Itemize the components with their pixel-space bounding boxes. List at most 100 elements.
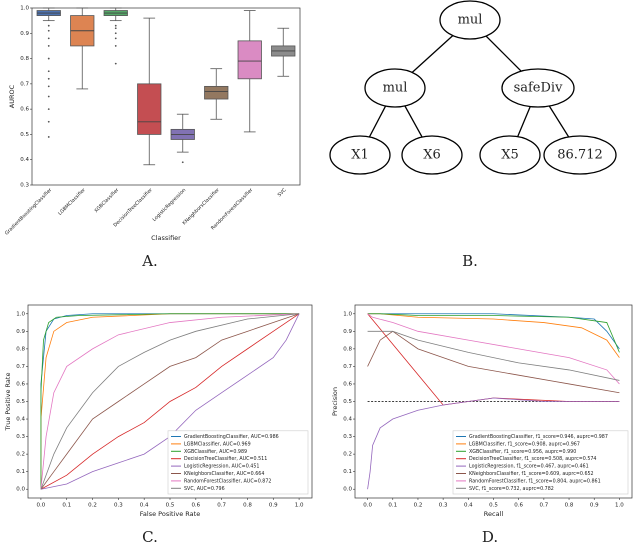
outlier [114,24,117,27]
x-tick-label: 0.5 [166,503,175,509]
x-tick-label: DecisionTreeClassifier [112,187,153,228]
y-tick-label: 0.1 [16,469,25,475]
x-tick-label: 0.5 [489,503,498,509]
tree-node [329,135,391,175]
tree-node-label: 86.712 [557,148,603,163]
legend-label: RandomForestClassifier, f1_score=0.804, … [469,478,601,484]
x-tick-label: 0.8 [243,503,252,509]
y-axis-label: AUROC [8,84,16,108]
x-tick-label: XGBClassifier [93,187,120,214]
x-tick-label: 0.6 [191,503,200,509]
x-tick-label: 0.4 [140,503,149,509]
y-tick-label: 0.5 [16,399,25,405]
x-tick-label: 0.2 [88,503,97,509]
y-tick-label: 0.4 [343,417,352,423]
x-tick-label: SVC [277,187,289,199]
outlier [47,108,50,111]
x-axis-label: Classifier [151,234,181,242]
box [137,83,162,135]
curve [367,313,620,353]
legend-label: SVC, f1_score=0.732, auprc=0.782 [469,486,554,492]
x-axis-label: False Positive Rate [140,510,200,518]
y-tick-label: 1.0 [20,6,29,12]
y-tick-label: 0.5 [20,132,29,138]
x-tick-label: 0.9 [590,503,599,509]
legend-label: LogisticRegression, AUC=0.451 [184,464,259,470]
x-tick-label: 1.0 [295,503,304,509]
curve [40,313,300,490]
outlier [114,37,117,40]
tree-node [501,68,575,108]
curve [40,313,300,490]
x-tick-label: 0.2 [414,503,423,509]
curve [367,330,620,394]
y-tick-label: 0.6 [343,381,352,387]
outlier [47,120,50,123]
panel-label: D. [482,528,498,546]
y-tick-label: 0.3 [16,434,25,440]
y-tick-label: 0.3 [343,434,352,440]
legend-label: KNeighborsClassifier, AUC=0.664 [184,471,264,477]
panel-label: A. [141,252,158,270]
legend-label: GradientBoostingClassifier, AUC=0.986 [184,434,279,440]
y-tick-label: 0.2 [16,452,25,458]
tree-node [543,135,617,175]
x-tick-label: 0.7 [217,503,226,509]
outlier [114,62,117,65]
x-tick-label: 0.1 [388,503,397,509]
y-tick-label: 1.0 [343,311,352,317]
y-tick-label: 0.4 [16,417,25,423]
legend-box [167,430,309,495]
x-tick-label: 1.0 [615,503,624,509]
panel-label: B. [462,252,478,270]
tree-node [479,135,541,175]
legend-label: RandomForestClassifier, AUC=0.872 [184,478,271,484]
curve [367,313,620,385]
legend-label: SVC, AUC=0.796 [184,486,225,492]
legend-label: XGBClassifier, AUC=0.989 [184,449,247,455]
x-tick-label: 0.1 [62,503,71,509]
y-tick-label: 0.1 [343,469,352,475]
outlier [47,45,50,47]
outlier [181,161,184,164]
legend-label: XGBClassifier, f1_score=0.956, auprc=0.9… [469,449,576,455]
x-tick-label: LGBMClassifier [57,187,87,217]
x-tick-label: GradientBoostingClassifier [4,187,53,236]
box [237,40,262,80]
y-tick-label: 0.7 [16,364,25,370]
outlier [114,27,117,30]
outlier [47,24,50,27]
curve [367,397,620,490]
y-axis-label: True Positive Rate [4,373,12,432]
x-axis-label: Recall [484,510,504,518]
y-tick-label: 0.5 [343,399,352,405]
legend-label: KNeighborsClassifier, f1_score=0.609, au… [469,471,594,477]
y-tick-label: 0.6 [20,107,29,113]
outlier [47,85,50,88]
x-tick-label: 0.4 [464,503,473,509]
y-tick-label: 0.9 [16,329,25,335]
curve [40,313,300,490]
tree-node-label: X1 [351,148,369,163]
outlier [47,136,50,138]
y-tick-label: 0.9 [20,31,29,37]
outlier [114,45,117,47]
outlier [47,57,50,60]
y-tick-label: 1.0 [16,311,25,317]
box [204,85,229,100]
plot-frame [31,7,301,186]
y-tick-label: 0.7 [343,364,352,370]
x-tick-label: 0.9 [269,503,278,509]
x-tick-label: 0.8 [565,503,574,509]
curve [40,313,300,490]
x-tick-label: 0.7 [539,503,548,509]
y-tick-label: 0.4 [20,157,29,163]
tree-node-label: X5 [501,148,519,163]
outlier [47,29,50,32]
legend-label: LogisticRegression, f1_score=0.467, aupr… [469,464,589,470]
y-tick-label: 0.8 [16,346,25,352]
y-tick-label: 0.6 [16,381,25,387]
legend-label: GradientBoostingClassifier, f1_score=0.9… [469,434,608,440]
curve [40,313,300,490]
